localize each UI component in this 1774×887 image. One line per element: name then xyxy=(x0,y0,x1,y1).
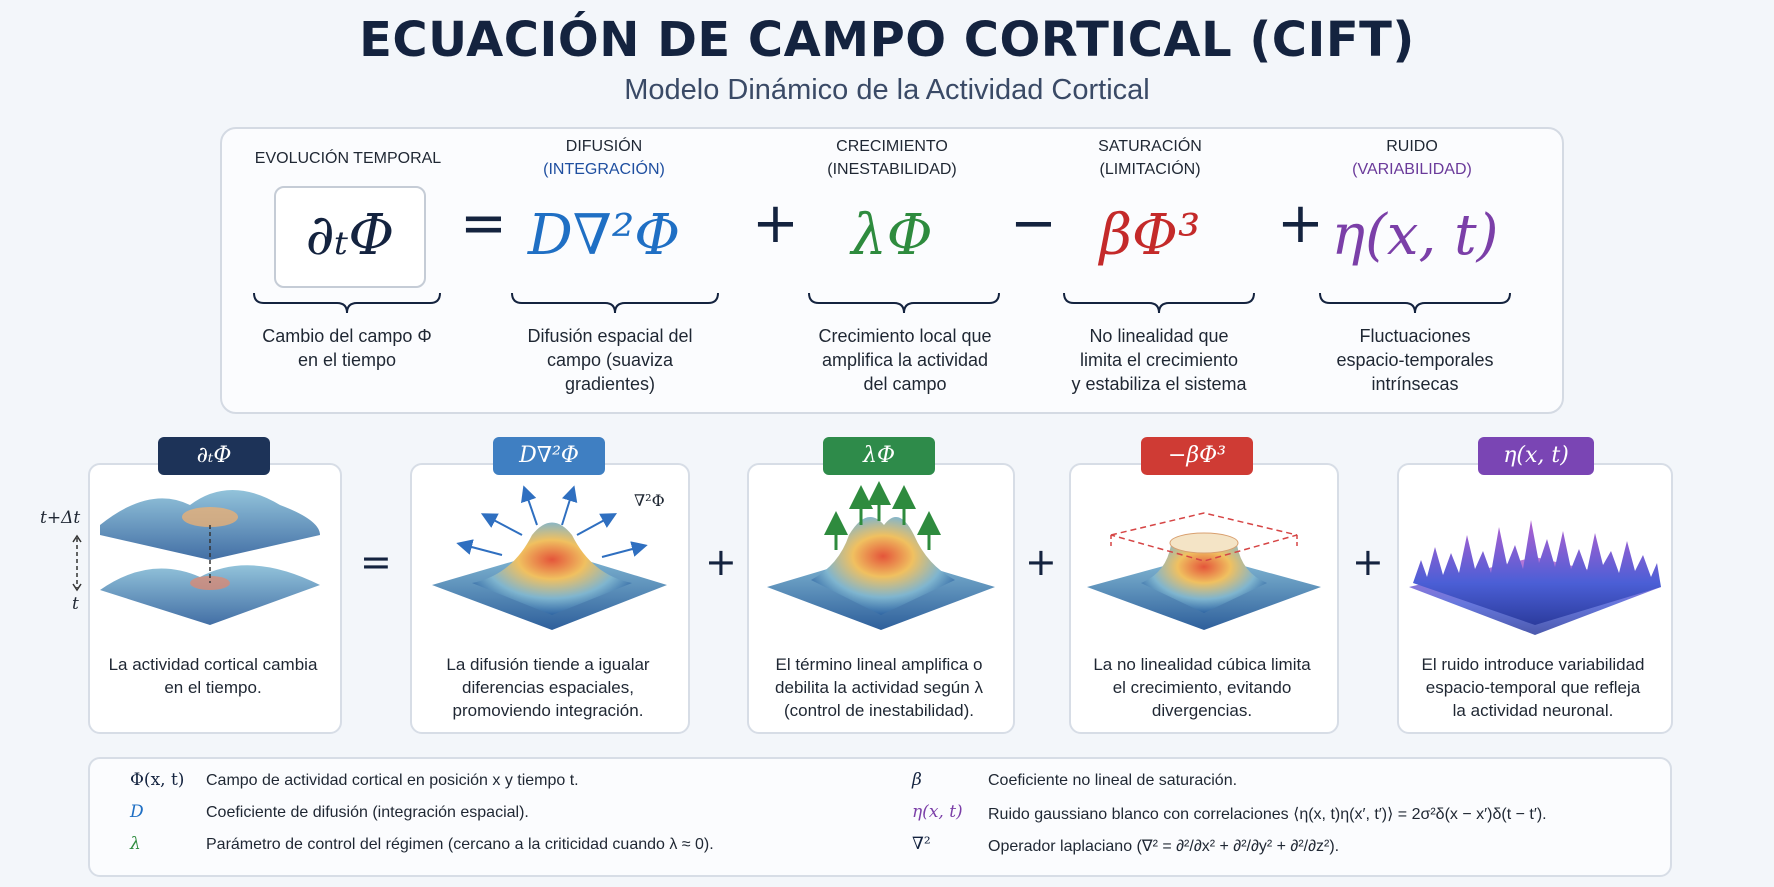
term-temporal-desc: Cambio del campo Φ en el tiempo xyxy=(262,326,432,370)
term-noise-desc: Fluctuaciones espacio-temporales intríns… xyxy=(1336,326,1494,394)
term-temporal-head: EVOLUCIÓN TEMPORAL xyxy=(254,150,442,167)
card-diffusion: ∇²Φ xyxy=(410,463,690,734)
term-temporal: EVOLUCIÓN TEMPORAL xyxy=(238,147,458,170)
legend-symbol: η(x, t) xyxy=(912,802,963,822)
card-plus: + xyxy=(1025,540,1057,584)
surface-saturation-illustration xyxy=(1087,512,1321,630)
card-noise-text: El ruido introduce variabilidad espacio-… xyxy=(1421,655,1645,720)
surface-noise-illustration xyxy=(1409,520,1661,635)
tag-growth: λΦ xyxy=(823,437,935,475)
symbol-legend: Φ(x, t) Campo de actividad cortical en p… xyxy=(88,757,1672,877)
legend-text: Coeficiente no lineal de saturación. xyxy=(988,772,1238,789)
card-saturation-text: La no linealidad cúbica limita el crecim… xyxy=(1093,655,1311,720)
brace xyxy=(511,292,719,314)
equation-panel: EVOLUCIÓN TEMPORAL ∂ₜΦ Cambio del campo … xyxy=(220,127,1564,414)
legend-symbol: D xyxy=(130,802,144,822)
card-plus: + xyxy=(1352,540,1384,584)
term-growth: CRECIMIENTO (INESTABILIDAD) xyxy=(827,138,957,178)
card-growth-text: El término lineal amplifica o debilita l… xyxy=(775,655,983,720)
card-saturation xyxy=(1069,463,1339,734)
legend-text: Coeficiente de difusión (integración esp… xyxy=(206,804,529,821)
legend-symbol: β xyxy=(912,770,922,790)
page-title: ECUACIÓN DE CAMPO CORTICAL (CIFT) xyxy=(359,12,1415,68)
brace xyxy=(1319,292,1511,314)
card-noise xyxy=(1397,463,1673,734)
axis-label-top: t+Δt xyxy=(40,508,81,528)
term-diffusion: DIFUSIÓN (INTEGRACIÓN) xyxy=(543,138,665,178)
term-diffusion-math: D∇²Φ xyxy=(527,203,681,268)
legend-text: Parámetro de control del régimen (cercan… xyxy=(206,836,714,853)
card-growth xyxy=(747,463,1015,734)
page-subtitle: Modelo Dinámico de la Actividad Cortical xyxy=(624,74,1150,106)
surface-growth-illustration xyxy=(767,481,995,630)
term-temporal-math: ∂ₜΦ xyxy=(305,203,395,268)
term-noise: RUIDO (VARIABILIDAD) xyxy=(1352,138,1472,178)
term-noise-math: η(x, t) xyxy=(1331,203,1499,268)
brace xyxy=(253,292,441,314)
card-diffusion-text: La difusión tiende a igualar diferencias… xyxy=(446,655,650,720)
term-saturation-desc: No linealidad que limita el crecimiento … xyxy=(1071,326,1247,394)
term-growth-math: λΦ xyxy=(851,203,933,268)
temporal-box xyxy=(274,186,426,288)
time-axis-arrow xyxy=(72,534,82,592)
plus-sign: + xyxy=(752,191,799,256)
surface-diffusion-illustration xyxy=(432,485,667,630)
legend-symbol: ∇² xyxy=(912,834,931,854)
brace xyxy=(1063,292,1255,314)
card-temporal-text: La actividad cortical cambia en el tiemp… xyxy=(108,655,318,697)
laplacian-label: ∇²Φ xyxy=(634,491,665,510)
term-diffusion-desc: Difusión espacial del campo (suaviza gra… xyxy=(527,326,693,394)
legend-symbol: λ xyxy=(130,834,141,854)
term-saturation-math: βΦ³ xyxy=(1099,203,1201,268)
minus-sign: − xyxy=(1010,191,1057,256)
tag-diffusion: D∇²Φ xyxy=(493,437,605,475)
card-temporal xyxy=(88,463,342,734)
axis-label-bottom: t xyxy=(72,594,79,614)
term-saturation: SATURACIÓN (LIMITACIÓN) xyxy=(1098,138,1202,178)
legend-text: Ruido gaussiano blanco con correlaciones… xyxy=(988,806,1547,823)
legend-symbol: Φ(x, t) xyxy=(130,770,185,790)
legend-text: Operador laplaciano (∇² = ∂²/∂x² + ∂²/∂y… xyxy=(988,838,1340,855)
tag-temporal: ∂ₜΦ xyxy=(158,437,270,475)
brace xyxy=(808,292,1000,314)
card-equals: = xyxy=(360,540,392,584)
tag-saturation: −βΦ³ xyxy=(1141,437,1253,475)
surface-temporal-illustration xyxy=(100,490,320,625)
tag-noise: η(x, t) xyxy=(1478,437,1594,475)
card-plus: + xyxy=(705,540,737,584)
plus-sign: + xyxy=(1277,191,1324,256)
term-growth-desc: Crecimiento local que amplifica la activ… xyxy=(818,326,992,394)
legend-text: Campo de actividad cortical en posición … xyxy=(206,772,579,789)
equals-sign: = xyxy=(460,191,507,256)
